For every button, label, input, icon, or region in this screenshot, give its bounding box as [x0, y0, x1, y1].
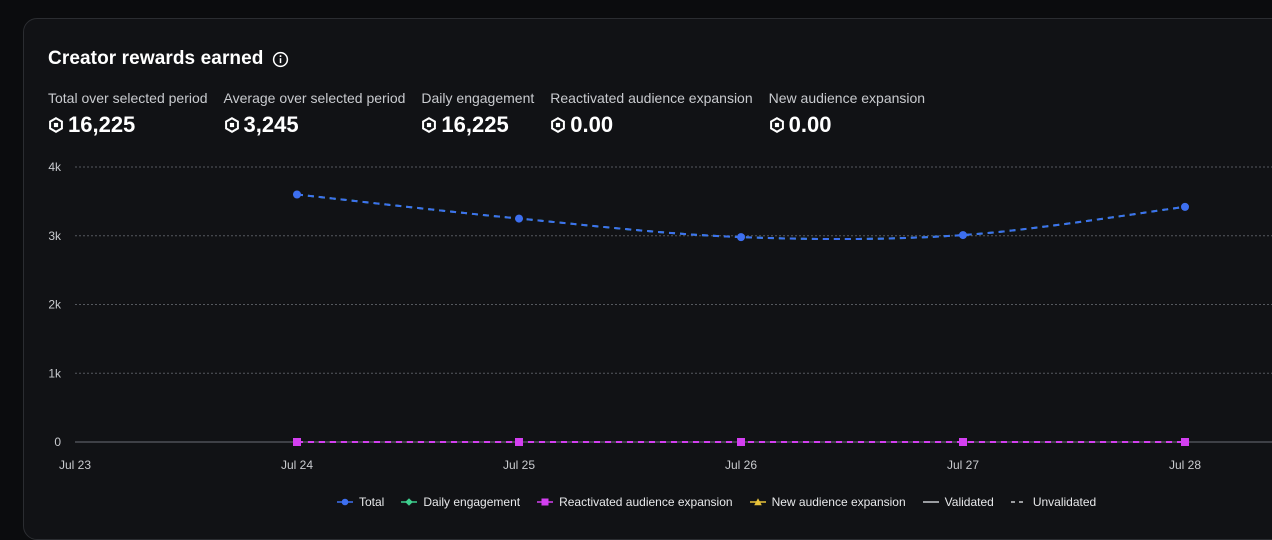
- series-line-daily-engagement: [296, 193, 1186, 241]
- data-point-reactivated-audience-expansion[interactable]: [515, 438, 523, 446]
- legend-swatch-solid-line-icon: [922, 501, 939, 503]
- legend-item-total[interactable]: Total: [336, 495, 384, 509]
- y-tick-label: 1k: [48, 366, 62, 380]
- chart-legend: Total Daily engagement Reactivated audienc…: [336, 495, 1096, 509]
- series-line-total: [296, 193, 1186, 241]
- robux-icon: [49, 117, 63, 133]
- x-tick-label: Jul 28: [1169, 458, 1201, 472]
- data-point-reactivated-audience-expansion[interactable]: [737, 438, 745, 446]
- legend-item-unvalidated[interactable]: Unvalidated: [1010, 495, 1096, 509]
- stat-value: 16,225: [441, 112, 509, 137]
- legend-swatch-circle-icon: [337, 498, 353, 506]
- legend-item-new-audience-expansion[interactable]: New audience expansion: [749, 495, 906, 509]
- data-point-total[interactable]: [1181, 202, 1189, 211]
- line-chart: 0 1k 2k 3k 4k Jul 23 Jul 24 Jul 25 Jul 26 Jul 27…: [48, 160, 1272, 472]
- stat-value: 3,245: [243, 112, 299, 137]
- stat-label: New audience expansion: [768, 90, 926, 106]
- stat-label: Daily engagement: [421, 90, 535, 106]
- x-axis-ticks: Jul 23 Jul 24 Jul 25 Jul 26 Jul 27 Jul 28: [59, 458, 1201, 472]
- legend-label: Validated: [944, 495, 994, 509]
- stat-new-audience: New audience expansion 0.00: [769, 90, 925, 138]
- y-tick-label: 3k: [48, 229, 62, 243]
- stat-total: Total over selected period 16,225: [48, 90, 208, 138]
- data-point-reactivated-audience-expansion[interactable]: [1181, 438, 1189, 446]
- x-tick-label: Jul 23: [59, 458, 91, 472]
- legend-swatch-dashed-line-icon: [1010, 501, 1027, 503]
- data-point-reactivated-audience-expansion[interactable]: [293, 438, 301, 446]
- legend-swatch-square-icon: [537, 498, 554, 506]
- title-row: Creator rewards earned: [48, 48, 289, 70]
- stats-row: Total over selected period 16,225 Averag…: [48, 90, 941, 138]
- series-markers: [293, 190, 1189, 446]
- legend-item-validated[interactable]: Validated: [922, 495, 994, 509]
- legend-label: Unvalidated: [1032, 495, 1097, 509]
- robux-icon: [769, 117, 784, 133]
- legend-item-reactivated-audience-expansion[interactable]: Reactivated audience expansion: [536, 495, 733, 509]
- legend-label: New audience expansion: [771, 495, 906, 509]
- legend-item-daily-engagement[interactable]: Daily engagement: [400, 495, 520, 509]
- data-point-total[interactable]: [515, 214, 523, 223]
- data-point-total[interactable]: [959, 231, 967, 240]
- legend-swatch-diamond-icon: [401, 498, 418, 506]
- legend-swatch-triangle-icon: [749, 498, 766, 506]
- legend-label: Reactivated audience expansion: [559, 495, 733, 509]
- data-point-total[interactable]: [737, 233, 745, 242]
- robux-icon: [224, 117, 239, 133]
- info-circle-icon[interactable]: [272, 51, 289, 68]
- grid-lines: [75, 166, 1272, 443]
- stat-value: 0.00: [788, 112, 832, 137]
- robux-icon: [422, 117, 437, 133]
- robux-icon: [551, 117, 566, 133]
- stat-label: Total over selected period: [48, 90, 208, 106]
- legend-label: Daily engagement: [423, 495, 521, 509]
- stat-value: 16,225: [68, 112, 136, 137]
- chart-card: [23, 18, 1272, 540]
- data-point-reactivated-audience-expansion[interactable]: [959, 438, 967, 446]
- x-tick-label: Jul 24: [281, 458, 313, 472]
- stat-reactivated-audience: Reactivated audience expansion 0.00: [550, 90, 752, 138]
- y-tick-label: 4k: [48, 160, 62, 174]
- y-tick-label: 0: [54, 435, 61, 449]
- stat-daily-engagement: Daily engagement 16,225: [421, 90, 534, 138]
- x-tick-label: Jul 27: [947, 458, 979, 472]
- stat-average: Average over selected period 3,245: [224, 90, 406, 138]
- chart-title: Creator rewards earned: [48, 48, 264, 69]
- stat-label: Average over selected period: [223, 90, 406, 106]
- series-lines: [296, 193, 1186, 444]
- x-tick-label: Jul 26: [725, 458, 757, 472]
- stat-label: Reactivated audience expansion: [550, 90, 753, 106]
- x-tick-label: Jul 25: [503, 458, 535, 472]
- legend-label: Total: [359, 495, 385, 509]
- data-point-total[interactable]: [293, 190, 301, 199]
- y-axis-ticks: 0 1k 2k 3k 4k: [48, 160, 62, 449]
- y-tick-label: 2k: [48, 298, 62, 312]
- stat-value: 0.00: [570, 112, 614, 137]
